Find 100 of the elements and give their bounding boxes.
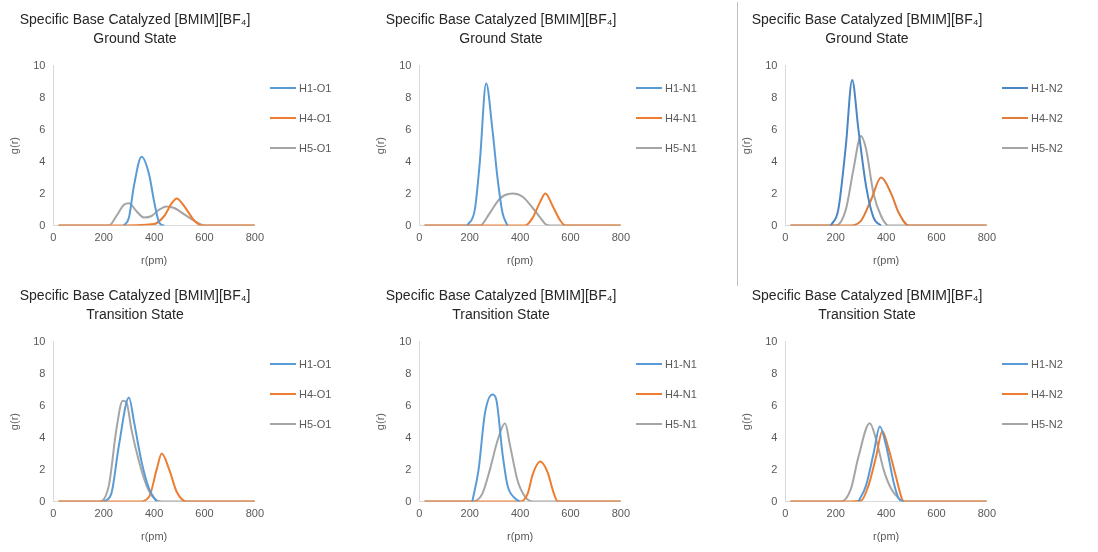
x-tick-label: 800: [977, 507, 996, 520]
chart-subtitle: Ground State: [825, 30, 909, 47]
chart-title: Specific Base Catalyzed [BMIM][BF₄]: [751, 11, 983, 28]
x-tick-label: 0: [50, 231, 57, 244]
x-tick-label: 400: [510, 507, 530, 520]
legend-label: H5-O1: [299, 418, 332, 430]
y-tick-label: 10: [399, 334, 412, 347]
x-tick-label: 200: [826, 231, 845, 244]
chart-title: Specific Base Catalyzed [BMIM][BF₄]: [19, 11, 251, 28]
y-tick-label: 6: [39, 398, 46, 411]
y-axis-title: g(r): [373, 413, 386, 431]
x-axis-title: r(pm): [140, 254, 168, 267]
legend-label: H1-N2: [1031, 358, 1063, 370]
x-tick-label: 800: [611, 507, 630, 520]
y-tick-label: 0: [39, 494, 46, 507]
y-axis-title: g(r): [7, 413, 20, 431]
line-series: [471, 393, 522, 502]
y-tick-label: 0: [771, 218, 778, 231]
legend-label: H5-N1: [665, 142, 697, 154]
x-axis-title: r(pm): [506, 530, 534, 543]
y-tick-label: 0: [405, 494, 412, 507]
y-tick-label: 6: [405, 122, 412, 135]
y-tick-label: 2: [405, 462, 412, 475]
legend-label: H5-N2: [1031, 142, 1063, 154]
x-tick-label: 200: [94, 231, 113, 244]
x-tick-label: 800: [611, 231, 630, 244]
x-tick-label: 0: [416, 231, 423, 244]
x-tick-label: 0: [416, 507, 423, 520]
x-tick-label: 600: [927, 507, 946, 520]
chart-subtitle: Transition State: [86, 306, 184, 323]
x-axis-title: r(pm): [506, 254, 534, 267]
x-tick-label: 200: [94, 507, 113, 520]
chart-title: Specific Base Catalyzed [BMIM][BF₄]: [19, 287, 251, 304]
x-tick-label: 800: [245, 231, 264, 244]
y-tick-label: 4: [405, 154, 412, 167]
y-tick-label: 8: [771, 90, 778, 103]
x-tick-label: 200: [460, 231, 479, 244]
y-tick-label: 4: [405, 430, 412, 443]
y-axis-title: g(r): [373, 137, 386, 155]
y-tick-label: 4: [771, 430, 778, 443]
legend-label: H4-N1: [665, 388, 697, 400]
legend-label: H4-N1: [665, 112, 697, 124]
chart-title: Specific Base Catalyzed [BMIM][BF₄]: [751, 287, 983, 304]
legend-label: H4-O1: [299, 112, 332, 124]
x-tick-label: 400: [144, 231, 164, 244]
x-axis-title: r(pm): [872, 254, 900, 267]
y-tick-label: 8: [771, 366, 778, 379]
legend-label: H5-O1: [299, 142, 332, 154]
y-tick-label: 2: [771, 186, 778, 199]
chart-title: Specific Base Catalyzed [BMIM][BF₄]: [385, 287, 617, 304]
y-tick-label: 6: [39, 122, 46, 135]
chart-subtitle: Transition State: [452, 306, 550, 323]
x-tick-label: 800: [245, 507, 264, 520]
y-tick-label: 8: [405, 366, 412, 379]
y-tick-label: 8: [39, 90, 46, 103]
y-tick-label: 10: [33, 58, 46, 71]
line-series: [829, 79, 883, 226]
x-axis-title: r(pm): [140, 530, 168, 543]
y-tick-label: 2: [771, 462, 778, 475]
legend-label: H4-O1: [299, 388, 332, 400]
x-tick-label: 400: [876, 507, 896, 520]
legend-label: H1-N2: [1031, 82, 1063, 94]
legend-label: H1-N1: [665, 358, 697, 370]
line-series: [857, 425, 905, 502]
y-axis-title: g(r): [7, 137, 20, 155]
y-tick-label: 6: [771, 122, 778, 135]
x-tick-label: 600: [561, 231, 580, 244]
x-tick-label: 400: [144, 507, 164, 520]
x-tick-label: 600: [195, 507, 214, 520]
y-tick-label: 2: [39, 462, 46, 475]
y-axis-title: g(r): [739, 413, 752, 431]
y-tick-label: 8: [39, 366, 46, 379]
x-tick-label: 0: [782, 507, 789, 520]
y-tick-label: 6: [405, 398, 412, 411]
chart-subtitle: Ground State: [93, 30, 177, 47]
x-tick-label: 600: [561, 507, 580, 520]
legend-label: H5-N1: [665, 418, 697, 430]
x-tick-label: 200: [826, 507, 845, 520]
y-tick-label: 0: [39, 218, 46, 231]
y-tick-label: 8: [405, 90, 412, 103]
legend-label: H1-N1: [665, 82, 697, 94]
x-tick-label: 400: [510, 231, 530, 244]
line-series: [122, 155, 166, 226]
y-tick-label: 0: [771, 494, 778, 507]
y-tick-label: 4: [39, 430, 46, 443]
chart-subtitle: Transition State: [818, 306, 916, 323]
legend-label: H4-N2: [1031, 112, 1063, 124]
legend-label: H5-N2: [1031, 418, 1063, 430]
line-series: [102, 396, 158, 502]
x-axis-title: r(pm): [872, 530, 900, 543]
chart-title: Specific Base Catalyzed [BMIM][BF₄]: [385, 11, 617, 28]
x-tick-label: 600: [927, 231, 946, 244]
y-tick-label: 2: [39, 186, 46, 199]
y-tick-label: 6: [771, 398, 778, 411]
y-tick-label: 4: [771, 154, 778, 167]
x-tick-label: 0: [50, 507, 57, 520]
y-tick-label: 4: [39, 154, 46, 167]
y-tick-label: 10: [765, 334, 778, 347]
y-tick-label: 0: [405, 218, 412, 231]
y-tick-label: 10: [33, 334, 46, 347]
